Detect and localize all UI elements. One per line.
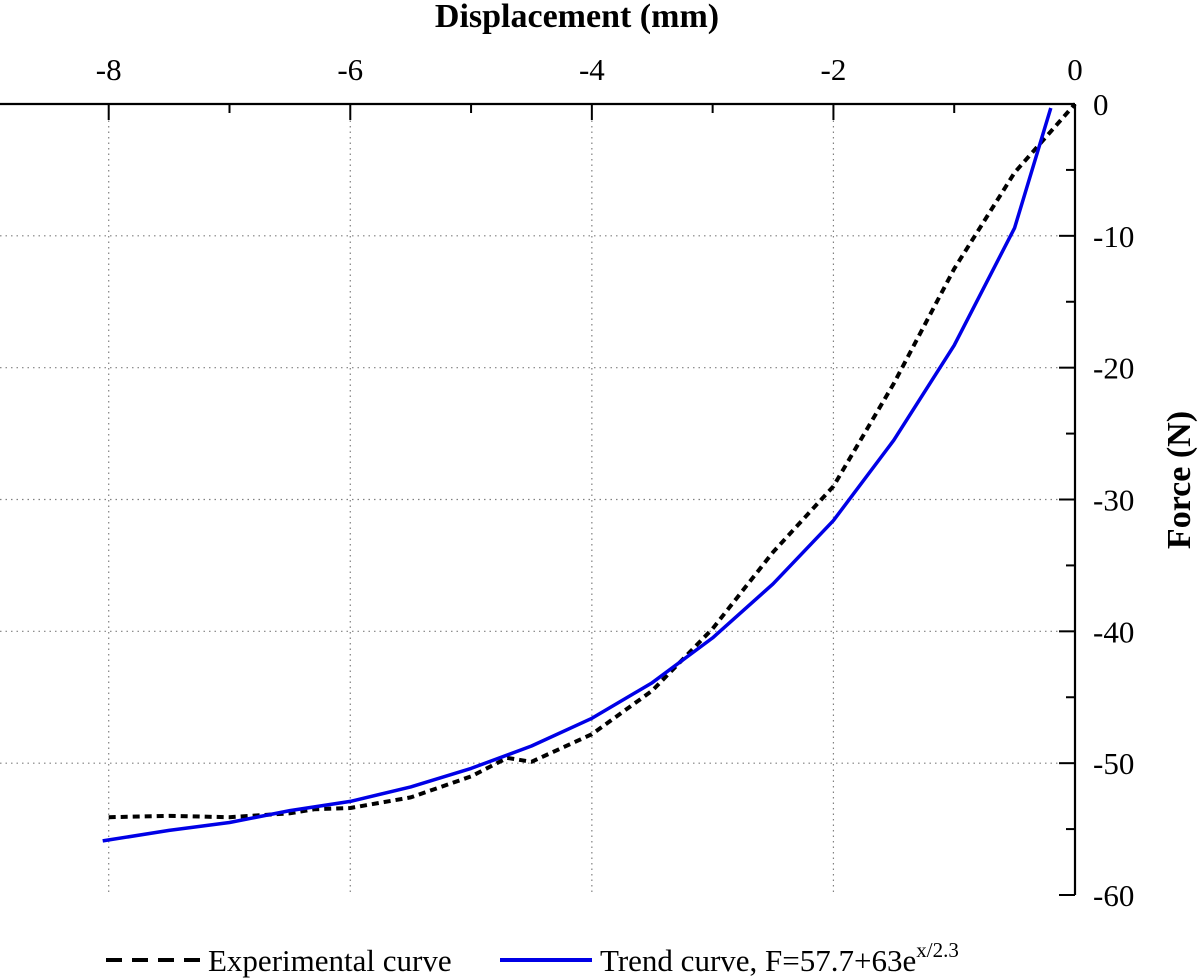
y-tick-label: -30 (1093, 483, 1134, 518)
experimental-curve-line (108, 102, 1077, 820)
y-axis-title: Force (N) (1161, 411, 1198, 549)
y-tick-label: -60 (1093, 878, 1134, 913)
x-tick-label: -4 (579, 52, 605, 87)
trend-curve-line (102, 107, 1053, 843)
x-tick-label: -8 (96, 52, 122, 87)
legend: Experimental curve Trend curve, F=57.7+6… (106, 938, 959, 978)
series-group (102, 102, 1077, 843)
x-axis-title: Displacement (mm) (435, 0, 719, 35)
x-tick-label: 0 (1067, 52, 1083, 87)
legend-label-trend-main: Trend curve, F=57.7+63e (600, 943, 916, 978)
x-tick-label: -6 (337, 52, 363, 87)
y-tick-label: -50 (1093, 746, 1134, 781)
y-tick-label: -10 (1093, 219, 1134, 254)
grid (0, 104, 1075, 895)
legend-label-experimental: Experimental curve (208, 943, 452, 978)
legend-label-trend-exponent: x/2.3 (916, 938, 959, 962)
axes: -8 -6 -4 -2 00-10-20-30-40-50-60 (0, 52, 1134, 913)
legend-label-trend: Trend curve, F=57.7+63ex/2.3 (600, 938, 959, 978)
y-tick-label: -40 (1093, 614, 1134, 649)
x-tick-label: -2 (821, 52, 847, 87)
y-tick-label: 0 (1093, 87, 1109, 122)
y-tick-label: -20 (1093, 351, 1134, 386)
